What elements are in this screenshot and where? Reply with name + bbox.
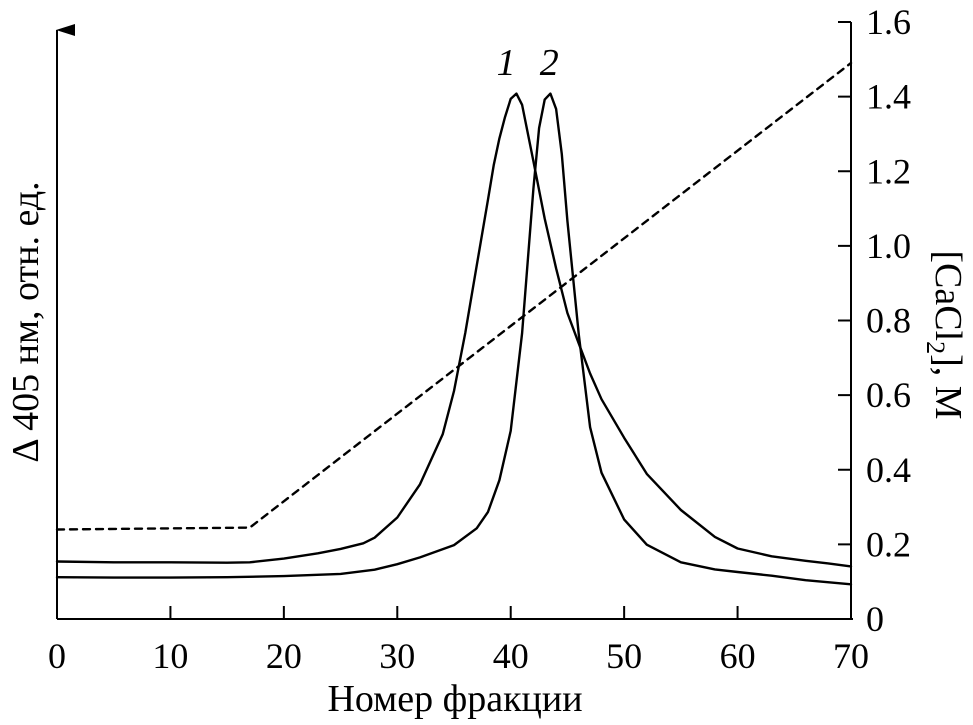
x-tick-label: 20 [266,636,302,676]
right-axis-ticks: 0 0.2 0.4 0.6 0.8 1.0 1.2 1.4 1.6 [838,2,911,639]
right-tick-label: 1.6 [866,2,911,42]
right-tick-label: 1.4 [866,77,911,117]
x-tick-label: 60 [720,636,756,676]
right-axis-title: [CaCl2], М [921,250,969,419]
curve-label-1: 1 [497,42,516,84]
cacl2-gradient-line [55,61,853,531]
right-tick-label: 0.2 [866,524,911,564]
left-axis-title: Δ 405 нм, отн. ед. [5,181,47,462]
x-tick-label: 50 [606,636,642,676]
x-tick-label: 70 [833,636,869,676]
right-tick-label: 0.8 [866,301,911,341]
right-tick-label: 1.0 [866,226,911,266]
right-axis-title-pre: [CaCl [927,250,969,341]
right-tick-label: 1.2 [866,151,911,191]
x-tick-label: 40 [493,636,529,676]
right-tick-label: 0.4 [866,450,911,490]
right-axis-title-post: ], М [927,354,969,419]
right-tick-label: 0.6 [866,375,911,415]
x-tick-label: 10 [152,636,188,676]
x-axis-title: Номер фракции [327,678,582,720]
curve-label-2: 2 [540,42,559,84]
series-line-1 [55,92,853,568]
right-tick-label: 0 [866,599,884,639]
series-line-2 [55,92,853,586]
x-tick-label: 0 [48,636,66,676]
x-axis-ticks: 0 10 20 30 40 50 60 70 [48,606,869,676]
right-axis-title-sub: 2 [921,341,950,354]
series-group [55,61,853,586]
x-tick-label: 30 [379,636,415,676]
